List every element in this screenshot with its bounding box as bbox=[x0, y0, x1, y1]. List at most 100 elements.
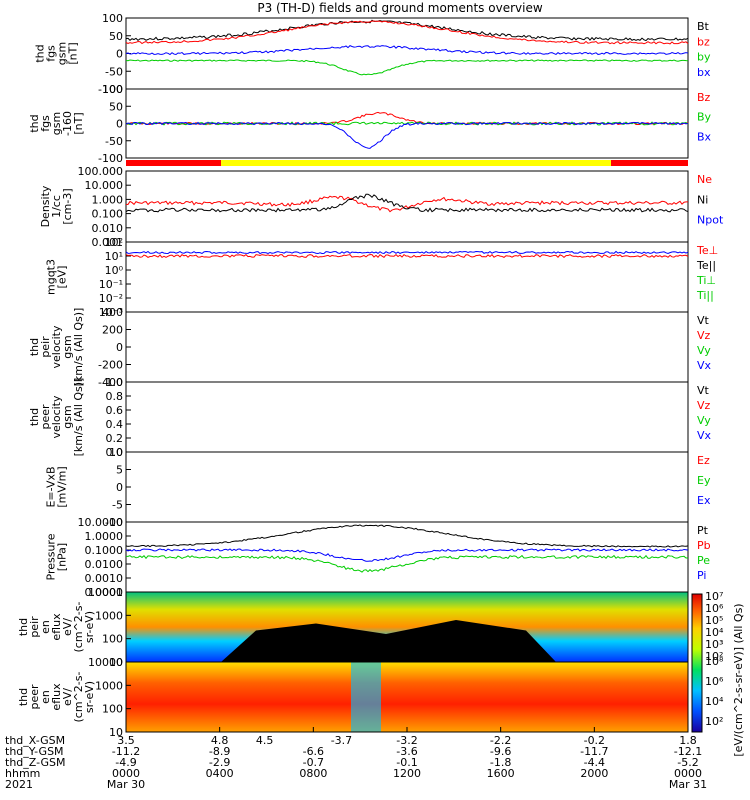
ytick-label: 100.000 bbox=[78, 165, 124, 178]
ytick-label: -10 bbox=[105, 516, 123, 529]
ytick-label: 1000 bbox=[95, 609, 123, 622]
series-fgs2 bbox=[125, 121, 689, 149]
footer-value: -11.2 bbox=[112, 745, 140, 758]
ytick-label: 10.000 bbox=[85, 179, 124, 192]
colorbar-strip bbox=[691, 593, 703, 733]
legend-Ni: Ni bbox=[697, 193, 708, 206]
legend-Ex: Ex bbox=[697, 494, 711, 507]
legend-Bx: Bx bbox=[697, 130, 712, 143]
panel-espec: 10000 1000 100 10 thdpeerenefluxeV/(cm^2-s-s… bbox=[17, 656, 689, 739]
footer-value: 0800 bbox=[299, 767, 327, 780]
legend-by: by bbox=[697, 51, 711, 64]
legend-Vz: Vz bbox=[697, 399, 711, 412]
series-pressure bbox=[125, 524, 689, 548]
ylabel-fgs: thdfgsgsm[nT] bbox=[34, 42, 80, 65]
ytick-label: 1000 bbox=[95, 679, 123, 692]
legend-Vy: Vy bbox=[697, 414, 711, 427]
ytick-label: 50 bbox=[109, 100, 123, 113]
legend-Ti||: Ti|| bbox=[696, 289, 714, 302]
footer-ephemeris: thd_X-GSM 3.5 4.8 4.5 -3.7 -3.2 -2.2 -0.2 1.8 thd… bbox=[5, 734, 707, 791]
ytick-label: 0.0001 bbox=[85, 586, 124, 599]
legend-Te||: Te|| bbox=[696, 259, 716, 272]
legend-Vy: Vy bbox=[697, 344, 711, 357]
legend-Vx: Vx bbox=[697, 359, 712, 372]
legend-By: By bbox=[697, 111, 712, 124]
ytick-label: 10⁻² bbox=[99, 292, 123, 305]
ytick-label: 0.2 bbox=[106, 432, 124, 445]
footer-value: -9.6 bbox=[490, 745, 511, 758]
legend-Pe: Pe bbox=[697, 554, 710, 567]
ytick-label: 0 bbox=[116, 118, 123, 131]
ytick-label: 100 bbox=[102, 703, 123, 716]
legend-Npot: Npot bbox=[697, 214, 724, 227]
ytick-label: -50 bbox=[105, 65, 123, 78]
legend-Vt: Vt bbox=[697, 384, 710, 397]
footer-value: Mar 30 bbox=[107, 778, 145, 791]
legend-bz: bz bbox=[697, 35, 710, 48]
footer-value: -4.9 bbox=[115, 756, 136, 769]
ytick-label: 10000 bbox=[88, 586, 123, 599]
footer-value: -3.6 bbox=[396, 745, 417, 758]
ytick-label: 0.1000 bbox=[85, 544, 124, 557]
ytick-label: 10² bbox=[105, 236, 123, 249]
ytick-label: 0.0100 bbox=[85, 558, 124, 571]
footer-value: -6.6 bbox=[303, 745, 324, 758]
footer-value: 0000 bbox=[674, 767, 702, 780]
ytick-label: -100 bbox=[98, 152, 123, 165]
colorbar-tick: 10² bbox=[705, 715, 723, 728]
colorbar-tick: 10⁸ bbox=[705, 655, 724, 668]
ytick-label: 10 bbox=[109, 656, 123, 669]
ytick-label: 10 bbox=[109, 726, 123, 739]
series-fgs2 bbox=[125, 121, 689, 126]
footer-label: hhmm bbox=[5, 767, 40, 780]
ytick-label: 0.0 bbox=[106, 446, 124, 459]
ytick-label: 0.8 bbox=[106, 390, 124, 403]
series-temp bbox=[125, 250, 689, 255]
series-density bbox=[125, 195, 689, 213]
colorbar-tick: 10³ bbox=[705, 638, 723, 651]
panel-efield: 10 5 0 -5 -10 E=-VxB[mV/m] Ez Ey Ex bbox=[45, 446, 711, 529]
ytick-label: 1.000 bbox=[92, 193, 124, 206]
panel-frame-ivel bbox=[125, 311, 689, 383]
ytick-label: 0.6 bbox=[106, 404, 124, 417]
panel-fgs2: 100 50 0 -50 -100 thdfgsgsm-160[nT] Bz By Bx bbox=[28, 83, 712, 165]
footer-label: thd_Z-GSM bbox=[5, 756, 65, 769]
colorbar-tick: 10⁶ bbox=[705, 675, 724, 688]
ytick-label: 0 bbox=[116, 48, 123, 61]
series-temp bbox=[125, 253, 689, 259]
colorbar-tick: 10⁵ bbox=[705, 614, 723, 627]
ytick-label: 10⁻¹ bbox=[99, 278, 123, 291]
series-fgs bbox=[125, 20, 689, 45]
series-pressure bbox=[125, 548, 689, 562]
mode-bar-slow-2 bbox=[611, 160, 688, 166]
ytick-label: -200 bbox=[98, 359, 123, 372]
ytick-label: 50 bbox=[109, 30, 123, 43]
ytick-label: 10¹ bbox=[105, 250, 123, 263]
colorbar-tick: 10⁷ bbox=[705, 590, 723, 603]
footer-value: 1200 bbox=[393, 767, 421, 780]
ytick-label: -5 bbox=[112, 499, 123, 512]
ytick-label: 0 bbox=[116, 481, 123, 494]
ytick-label: 10.0000 bbox=[78, 516, 124, 529]
ylabel-density: Density1/cc[cm-3] bbox=[39, 185, 74, 227]
footer-value: 4.5 bbox=[256, 734, 274, 747]
series-fgs bbox=[125, 45, 689, 56]
footer-value: -3.7 bbox=[331, 734, 352, 747]
ylabel-ivel: thdpeirvelocitygsm[km/s (All Qs)] bbox=[28, 308, 85, 387]
legend-Te⊥: Te⊥ bbox=[696, 244, 718, 257]
footer-value: 1600 bbox=[487, 767, 515, 780]
ylabel-pressure: Pressure[nPa] bbox=[45, 533, 69, 580]
footer-value: -5.2 bbox=[677, 756, 698, 769]
colorbar-label: [eV/(cm^2-s-sr-eV)] (All Qs) bbox=[732, 603, 745, 756]
series-fgs bbox=[125, 59, 689, 76]
footer-value: -2.2 bbox=[490, 734, 511, 747]
footer-value: 2000 bbox=[580, 767, 608, 780]
footer-value: -8.9 bbox=[209, 745, 230, 758]
footer-value: 4.8 bbox=[211, 734, 229, 747]
panel-ispec: 10000 1000 100 10 thdpeirenefluxeV/(cm^2-s-s… bbox=[17, 586, 689, 669]
panel-fgs: 100 50 0 -50 -100 thdfgsgsm[nT] Bt bz by bx bbox=[34, 12, 711, 96]
footer-value: 1.8 bbox=[679, 734, 697, 747]
footer-value: -0.7 bbox=[303, 756, 324, 769]
